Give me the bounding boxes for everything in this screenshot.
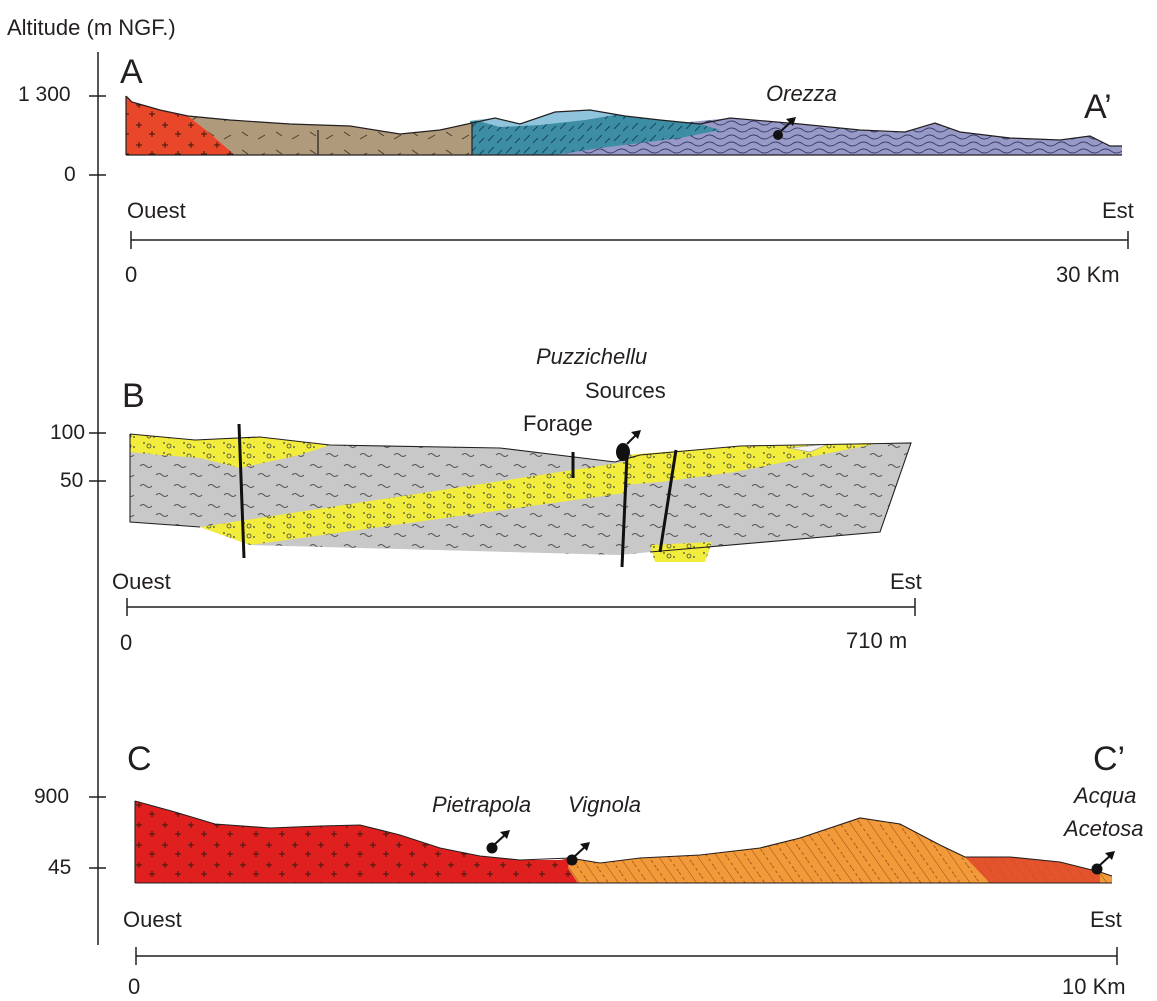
section-a-lightblue-unit (475, 110, 615, 127)
section-a-label-end: A’ (1084, 88, 1112, 126)
y-axis-title: Altitude (m NGF.) (7, 15, 176, 40)
section-c-east: Est (1090, 907, 1122, 932)
spring-marker-puzzichellu (616, 430, 641, 461)
section-b-scale-start: 0 (120, 630, 133, 655)
section-a-profile (125, 95, 1122, 156)
section-a-scale-start: 0 (125, 262, 138, 287)
section-c-tick-bottom: 45 (48, 856, 72, 879)
spring-label-orezza: Orezza (766, 81, 837, 106)
fault-b-3 (658, 449, 678, 553)
section-b-label-start: B (122, 377, 145, 415)
section-a-label-start: A (120, 53, 143, 91)
section-c-tick-top: 900 (34, 785, 70, 808)
section-b-profile (129, 423, 912, 568)
scale-bar-c (135, 947, 1118, 965)
spring-marker-orezza (773, 117, 796, 140)
section-a-tick-bottom: 0 (64, 163, 76, 186)
section-c-label-start: C (127, 740, 152, 778)
spring-label-acqua: Acqua (1074, 783, 1137, 808)
spring-marker-acqua-acetosa (1091, 851, 1115, 875)
spring-marker-vignola (566, 842, 590, 866)
spring-label-vignola: Vignola (568, 792, 641, 817)
section-b-tick-top: 100 (50, 421, 86, 444)
section-c-west: Ouest (123, 907, 182, 932)
section-c-profile (134, 800, 1113, 884)
section-c-scale-start: 0 (128, 974, 141, 999)
section-c-scale-end: 10 Km (1062, 974, 1126, 999)
spring-label-pietrapola: Pietrapola (432, 792, 532, 817)
section-b-east: Est (890, 569, 922, 594)
fault-b-2 (620, 454, 629, 568)
section-a-west: Ouest (127, 198, 186, 223)
section-a-scale-end: 30 Km (1056, 262, 1120, 287)
scale-bar-a (130, 231, 1129, 249)
fault-b-1 (237, 423, 246, 559)
spring-label-acetosa: Acetosa (1064, 816, 1144, 841)
section-a-east: Est (1102, 198, 1134, 223)
spring-label-puzzichellu: Puzzichellu (536, 344, 648, 369)
section-b-scale-end: 710 m (846, 628, 908, 653)
section-c-label-end: C’ (1093, 740, 1126, 778)
section-b-tick-bottom: 50 (60, 469, 84, 492)
section-b-west: Ouest (112, 569, 171, 594)
section-a-tick-top: 1 300 (18, 83, 71, 106)
spring-marker-pietrapola (486, 830, 510, 854)
spring-label-sources: Sources (585, 378, 666, 403)
scale-bar-b (126, 598, 916, 616)
section-c-red-east (965, 857, 1100, 883)
borehole-label-forage: Forage (523, 411, 593, 436)
